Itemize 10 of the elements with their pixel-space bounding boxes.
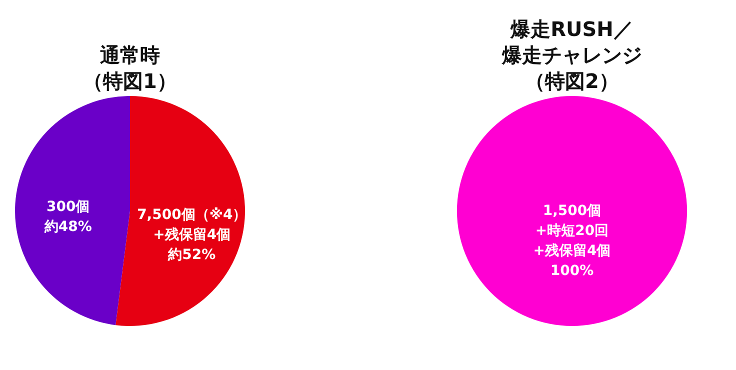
data-label: 約52% bbox=[167, 246, 216, 263]
data-label: 約48% bbox=[43, 219, 92, 236]
slice-label: 7,500個（※4） +残保留4個 bbox=[137, 206, 247, 243]
pie-slice bbox=[15, 96, 130, 326]
slice-label: 1,500個 +時短20回 +残保留4個 bbox=[533, 203, 611, 259]
chart-title: 爆走RUSH／爆走チャレンジ（特図2） bbox=[501, 17, 642, 93]
pie-slice bbox=[116, 96, 245, 326]
chart-title: 通常時（特図1） bbox=[83, 43, 177, 93]
data-label: 100% bbox=[550, 263, 594, 279]
slice-label: 300個 bbox=[46, 199, 90, 216]
